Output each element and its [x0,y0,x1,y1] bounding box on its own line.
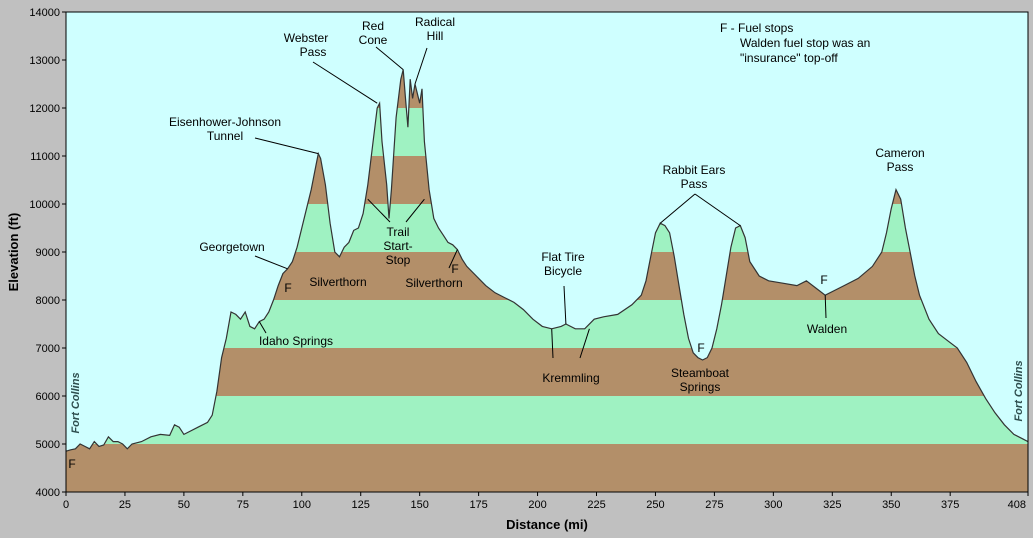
y-tick-label: 6000 [36,391,60,403]
annotation-leader [563,285,567,325]
y-axis: 4000 5000 6000 7000 8000 9000 10000 11000 12000 1… [29,7,66,499]
label-fort-collins-right: Fort Collins [1013,360,1025,421]
x-tick-label: 250 [646,499,664,511]
annotation-leader [414,47,428,85]
label-steamboat-springs: Steamboat Springs [671,366,730,394]
x-tick-label: 200 [528,499,546,511]
x-tick-label: 325 [823,499,841,511]
y-tick-label: 11000 [30,151,60,163]
label-flat-tire-bicycle: Flat Tire Bicycle [541,250,585,278]
annotation-leader [579,328,590,359]
x-tick-label: 25 [119,499,131,511]
y-tick-label: 14000 [29,7,60,19]
fuel-stop-marker: F [697,341,704,355]
y-tick-label: 12000 [29,103,60,115]
annotation-leader [258,321,267,334]
x-tick-label: 375 [941,499,959,511]
annotation-leaders [254,46,827,359]
label-rabbit-ears-pass: Rabbit Ears Pass [663,163,726,191]
label-webster-pass: Webster Pass [284,31,328,59]
annotation-leader [824,295,827,319]
x-axis-title: Distance (mi) [506,517,588,532]
y-tick-label: 5000 [36,439,60,451]
annotation-leader [312,61,378,104]
annotation-leader [551,328,554,359]
annotation-leader [367,198,391,223]
label-cameron-pass: Cameron Pass [875,146,924,174]
x-tick-label: 408 [1008,499,1026,511]
elevation-profile-line [65,69,1029,452]
x-tick-label: 350 [882,499,900,511]
label-silverthorn-2: Silverthorn [405,276,462,290]
annotation-leader [254,137,319,155]
label-radical-hill: Radical Hill [415,15,455,43]
elevation-band [66,396,1028,444]
label-georgetown: Georgetown [199,240,264,254]
annotation-leader [448,249,458,269]
annotation-leader [694,193,741,227]
x-tick-label: 225 [587,499,605,511]
y-tick-label: 7000 [36,343,60,355]
y-tick-label: 13000 [29,55,60,67]
fuel-stop-marker: F [451,262,458,276]
elevation-band [66,444,1028,492]
x-tick-label: 175 [469,499,487,511]
annotation-leader [254,255,288,270]
label-silverthorn-1: Silverthorn [309,275,366,289]
fuel-stop-marker: F [820,273,827,287]
y-tick-label: 9000 [36,247,60,259]
elevation-band [66,348,1028,396]
label-kremmling: Kremmling [542,371,599,385]
x-axis: 0 25 50 75 100 125 150 175 200 225 250 275 300 325 350… [63,492,1029,511]
x-tick-label: 75 [237,499,249,511]
label-fort-collins-left: Fort Collins [70,372,82,433]
annotation-leader [659,193,696,224]
x-tick-label: 50 [178,499,190,511]
label-red-cone: Red Cone [359,19,388,47]
annotation-leader [405,198,425,223]
legend: F - Fuel stops Walden fuel stop was an "in… [720,21,870,65]
label-trail-start-stop: Trail Start-Stop [383,225,412,267]
label-eisenhower-johnson-tunnel: Eisenhower-Johnson Tunnel [169,115,281,143]
x-tick-label: 150 [410,499,428,511]
x-tick-label: 100 [293,499,311,511]
label-walden: Walden [807,322,847,336]
x-tick-label: 0 [63,499,69,511]
y-tick-label: 10000 [29,199,60,211]
y-axis-title: Elevation (ft) [6,213,21,292]
annotation-leader [375,46,404,70]
x-tick-label: 275 [705,499,723,511]
label-idaho-springs: Idaho Springs [259,334,333,348]
y-tick-label: 8000 [36,295,60,307]
y-tick-label: 4000 [36,487,60,499]
fuel-stop-marker: F [284,281,291,295]
fuel-stop-marker: F [68,457,75,471]
x-tick-label: 300 [764,499,782,511]
x-tick-label: 125 [352,499,370,511]
